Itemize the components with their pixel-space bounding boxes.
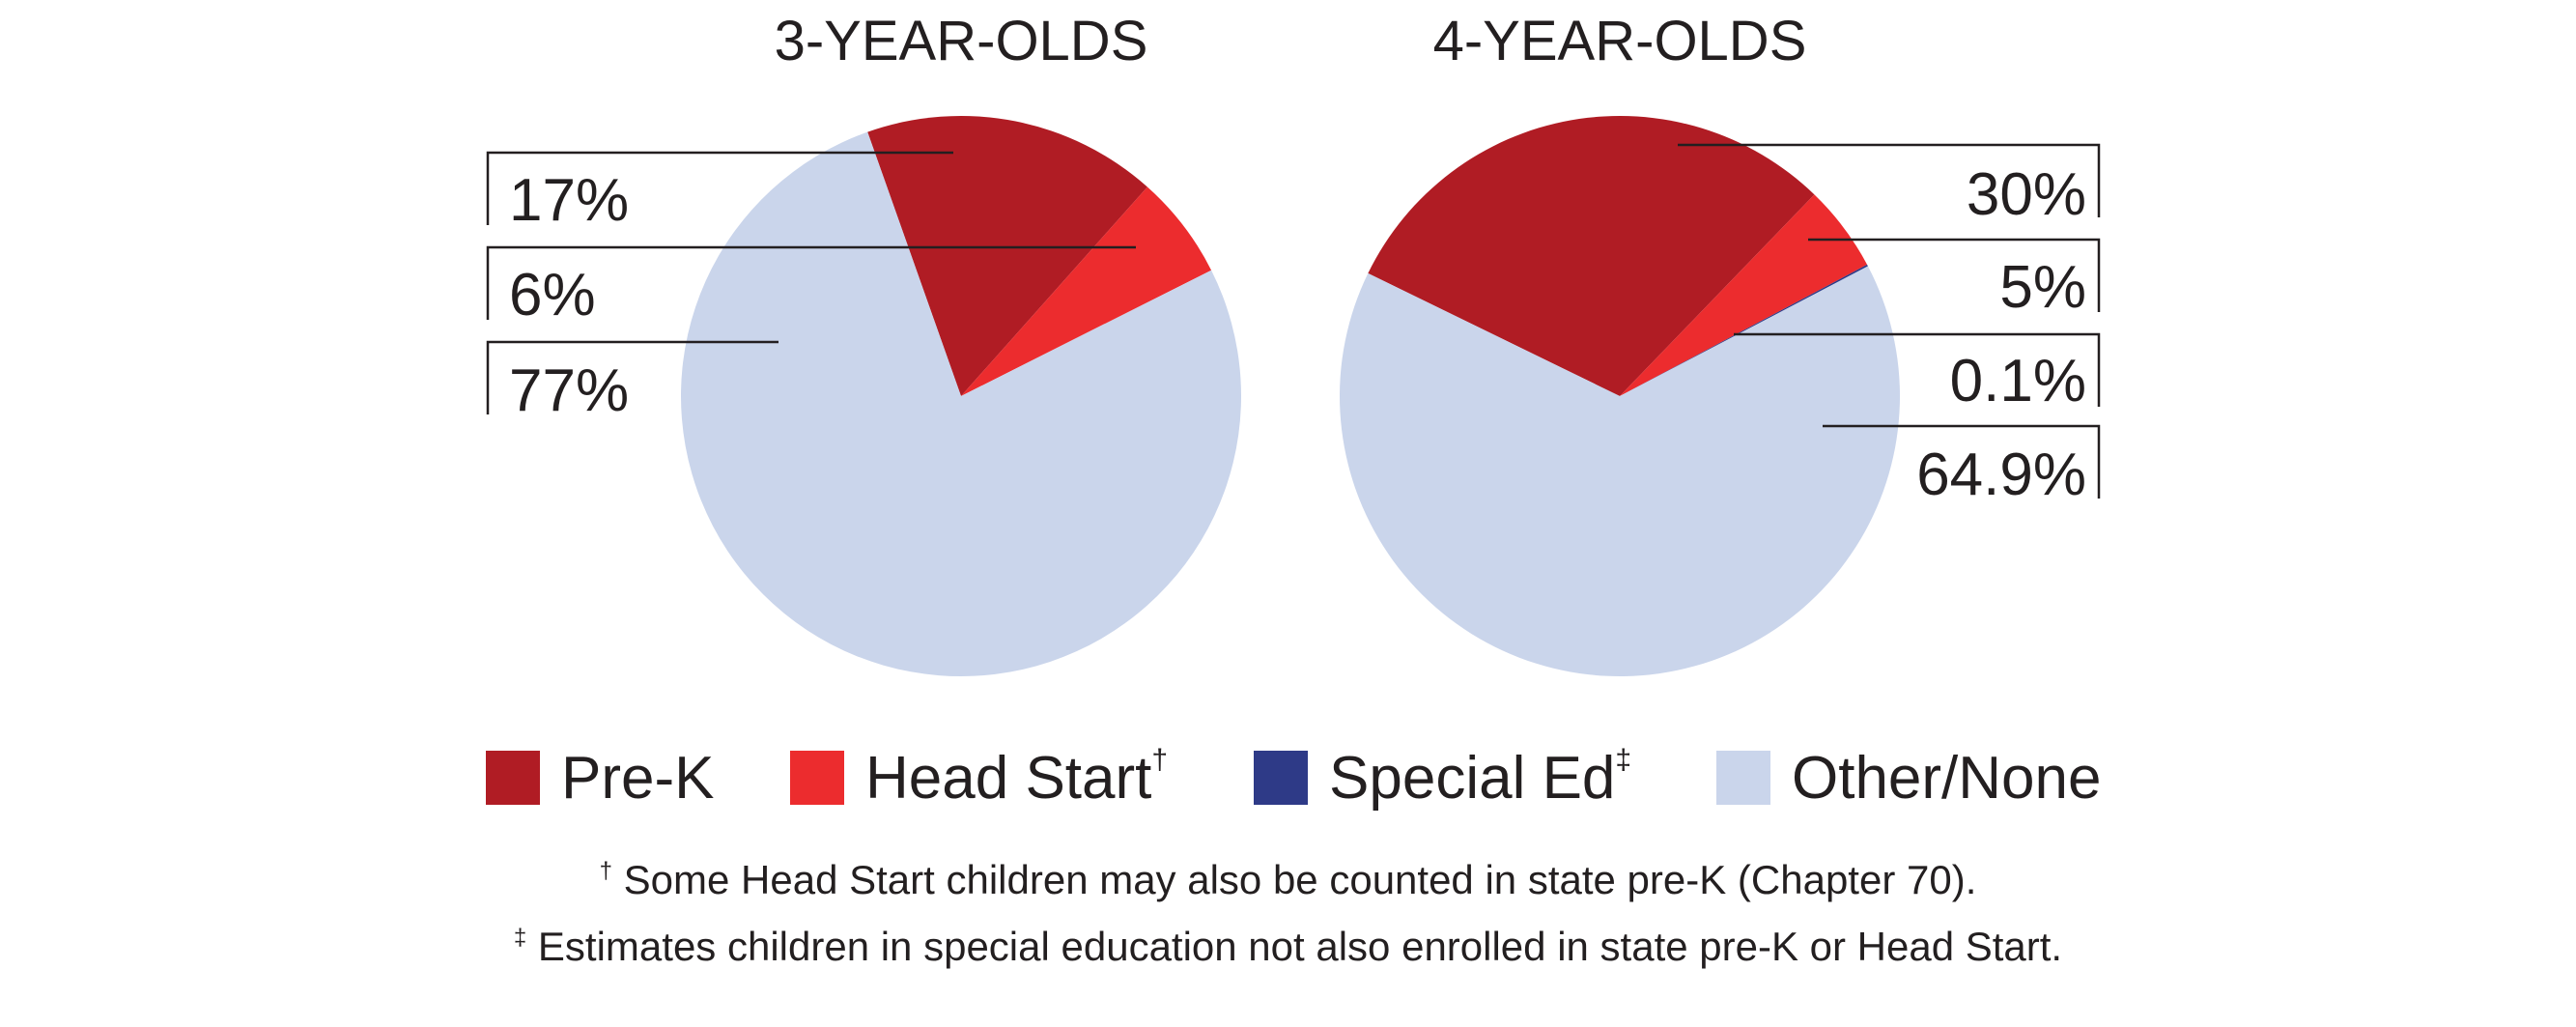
pie-3yo-slice-other-none bbox=[681, 131, 1241, 676]
pie-3yo-label-head-start: 6% bbox=[509, 262, 596, 328]
pie-4yo-label-head-start: 5% bbox=[1999, 254, 2086, 321]
pie-3yo-leader-head-start bbox=[486, 245, 1136, 320]
pie-4yo-slice-pre-k bbox=[1368, 116, 1815, 397]
pie-3yo-labels: 17% 6% 77% bbox=[486, 151, 1136, 424]
legend: Pre-K Head Start† Special Ed‡ Other/None bbox=[0, 734, 2576, 821]
pie-4yo-slice-special-ed bbox=[1620, 264, 1868, 396]
footnotes: † Some Head Start children may also be c… bbox=[0, 842, 2576, 976]
pie-4yo-leader-pre-k bbox=[1678, 143, 2101, 217]
legend-label-pre-k: Pre-K bbox=[561, 744, 715, 812]
pie-4yo-leader-other-none bbox=[1823, 424, 2101, 499]
pie-4yo-title: 4-YEAR-OLDS bbox=[1433, 10, 1807, 72]
pie-4yo bbox=[1339, 116, 1900, 677]
legend-swatch-head-start bbox=[790, 751, 844, 805]
pie-4yo-slice-other-none bbox=[1339, 266, 1900, 677]
legend-item-pre-k: Pre-K bbox=[486, 734, 714, 821]
pie-4yo-label-special-ed: 0.1% bbox=[1950, 348, 2086, 414]
footnote-dagger: † Some Head Start children may also be c… bbox=[599, 857, 1977, 902]
pie-3yo bbox=[681, 115, 1241, 676]
legend-swatch-other-none bbox=[1716, 751, 1770, 805]
pie-3yo-leader-other-none bbox=[486, 340, 778, 414]
pie-4yo-label-other-none: 64.9% bbox=[1916, 442, 2086, 508]
pie-4yo-labels: 30% 5% 0.1% 64.9% bbox=[1678, 143, 2101, 508]
pie-4yo-leader-special-ed bbox=[1734, 332, 2101, 407]
legend-label-special-ed: Special Ed‡ bbox=[1329, 743, 1632, 812]
footnote-double-dagger: ‡ Estimates children in special educatio… bbox=[513, 924, 2063, 969]
pie-4yo-label-pre-k: 30% bbox=[1967, 161, 2086, 228]
pie-3yo-slice-head-start bbox=[961, 186, 1212, 396]
legend-item-special-ed: Special Ed‡ bbox=[1254, 734, 1631, 821]
pie-3yo-title: 3-YEAR-OLDS bbox=[775, 10, 1148, 72]
legend-swatch-pre-k bbox=[486, 751, 540, 805]
pie-3yo-leader-pre-k bbox=[486, 151, 953, 225]
pie-4yo-slice-head-start bbox=[1620, 194, 1868, 396]
pie-4yo-leader-head-start bbox=[1808, 238, 2101, 312]
legend-swatch-special-ed bbox=[1254, 751, 1308, 805]
legend-label-other-none: Other/None bbox=[1792, 744, 2102, 812]
pie-3yo-slice-pre-k bbox=[867, 115, 1147, 396]
legend-item-other-none: Other/None bbox=[1716, 734, 2102, 821]
pie-3yo-label-pre-k: 17% bbox=[509, 167, 629, 234]
pie-3yo-label-other-none: 77% bbox=[509, 357, 629, 424]
legend-label-head-start: Head Start† bbox=[865, 743, 1169, 812]
legend-item-head-start: Head Start† bbox=[790, 734, 1168, 821]
